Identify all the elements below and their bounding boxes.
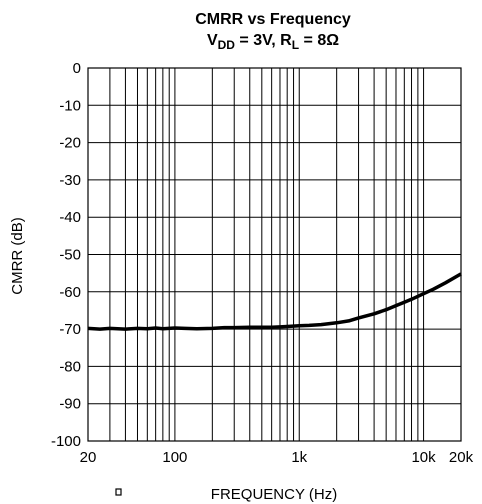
subtitle-suffix: = 8Ω	[299, 32, 339, 49]
series-line	[87, 272, 462, 331]
y-tick-label: -100	[51, 433, 81, 450]
y-tick-label: -30	[59, 172, 81, 189]
x-tick-label: 100	[162, 449, 187, 466]
x-tick-labels: 20 100 1k 10k 20k	[80, 449, 474, 466]
y-tick-label: -40	[59, 209, 81, 226]
y-tick-label: -10	[59, 97, 81, 114]
y-tick-label: -20	[59, 135, 81, 152]
x-axis-label: FREQUENCY (Hz)	[211, 486, 337, 503]
grid	[88, 67, 461, 442]
y-tick-label: -90	[59, 396, 81, 413]
x-tick-label: 20k	[449, 449, 474, 466]
subtitle-middle: = 3V, R	[235, 32, 292, 49]
subtitle-middle-sub: L	[292, 38, 299, 52]
y-tick-label: -50	[59, 247, 81, 264]
y-tick-label: -70	[59, 321, 81, 338]
x-tick-label: 1k	[291, 449, 307, 466]
x-axis-marker-icon	[115, 488, 122, 496]
y-tick-label: 0	[73, 60, 81, 77]
subtitle-prefix: V	[207, 32, 218, 49]
y-tick-label: -80	[59, 358, 81, 375]
plot-frame	[87, 67, 462, 442]
x-tick-label: 10k	[411, 449, 436, 466]
x-tick-label: 20	[80, 449, 97, 466]
chart-title: CMRR vs Frequency	[195, 11, 351, 28]
chart-subtitle: VDD = 3V, RL = 8Ω	[207, 32, 339, 52]
y-tick-labels: 0 -10 -20 -30 -40 -50 -60 -70 -80 -90 -100	[51, 60, 81, 450]
subtitle-prefix-sub: DD	[218, 38, 236, 52]
y-axis-label: CMRR (dB)	[9, 217, 26, 295]
y-tick-label: -60	[59, 284, 81, 301]
